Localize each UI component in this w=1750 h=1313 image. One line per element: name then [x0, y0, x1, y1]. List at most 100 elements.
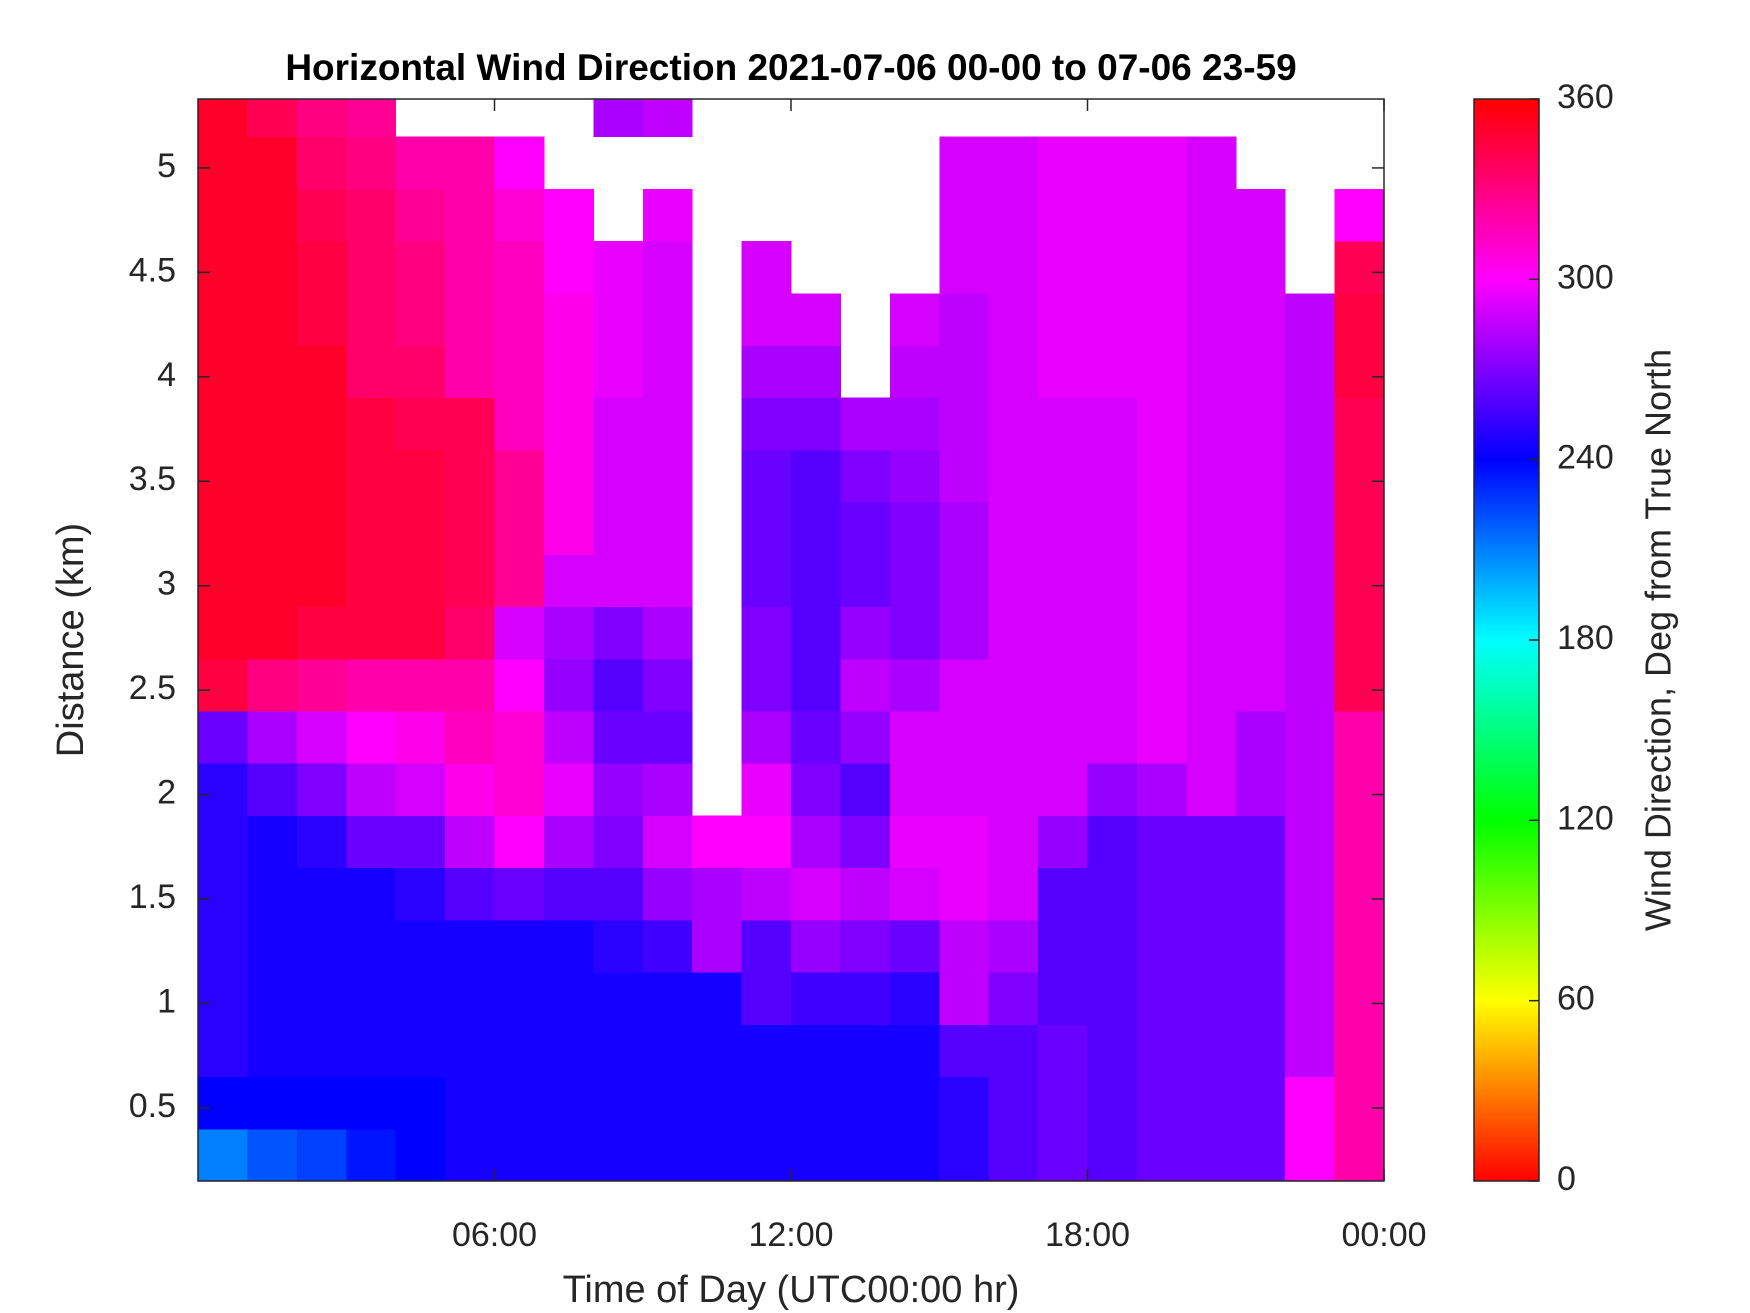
- heatmap-cell: [791, 763, 841, 816]
- heatmap-cell: [889, 658, 940, 712]
- x-tick-label: 06:00: [452, 1216, 537, 1254]
- heatmap-cell: [445, 658, 495, 712]
- heatmap-cell: [543, 293, 594, 346]
- heatmap-cell: [395, 345, 446, 399]
- heatmap-cell: [889, 502, 940, 555]
- heatmap-cell: [642, 554, 693, 608]
- heatmap-cell: [1235, 919, 1286, 973]
- heatmap-cell: [247, 241, 298, 294]
- heatmap-cell: [840, 867, 891, 921]
- heatmap-cell: [1186, 293, 1237, 346]
- heatmap-cell: [1334, 815, 1385, 869]
- heatmap-cell: [1285, 345, 1336, 399]
- heatmap-cell: [791, 867, 841, 921]
- heatmap-cell: [988, 919, 1039, 973]
- heatmap-cell: [1136, 606, 1187, 660]
- heatmap-cell: [593, 1024, 644, 1078]
- heatmap-cell: [445, 1076, 495, 1130]
- heatmap-cell: [494, 1024, 545, 1078]
- heatmap-cell: [692, 1076, 743, 1130]
- heatmap-cell: [1038, 397, 1088, 451]
- heatmap-cell: [1136, 241, 1187, 294]
- heatmap-cell: [494, 554, 545, 608]
- heatmap-cell: [247, 867, 298, 921]
- heatmap-cell: [889, 1024, 940, 1078]
- heatmap-cell: [1235, 293, 1286, 346]
- heatmap-cell: [1285, 919, 1336, 973]
- heatmap-cell: [296, 606, 347, 660]
- heatmap-cell: [395, 815, 446, 869]
- heatmap-cell: [988, 554, 1039, 608]
- heatmap-cell: [741, 554, 792, 608]
- heatmap-cell: [1235, 554, 1286, 608]
- heatmap-cell: [840, 502, 891, 555]
- heatmap-cell: [889, 293, 940, 346]
- heatmap-cell: [1136, 972, 1187, 1025]
- heatmap-cell: [247, 397, 298, 451]
- heatmap-cell: [1186, 241, 1237, 294]
- heatmap-cell: [988, 293, 1039, 346]
- heatmap-cell: [593, 606, 644, 660]
- heatmap-cell: [939, 1024, 990, 1078]
- heatmap-cell: [939, 449, 990, 503]
- heatmap-cell: [1038, 293, 1088, 346]
- heatmap-cell: [1285, 606, 1336, 660]
- y-tick-label: 3: [157, 565, 176, 603]
- heatmap-cell: [247, 136, 298, 190]
- heatmap-cell: [1186, 1076, 1237, 1130]
- heatmap-cell: [1334, 241, 1385, 294]
- heatmap-cell: [741, 606, 792, 660]
- heatmap-cell: [445, 919, 495, 973]
- heatmap-cell: [1038, 554, 1088, 608]
- heatmap-cell: [642, 972, 693, 1025]
- heatmap-cell: [543, 502, 594, 555]
- heatmap-cell: [346, 449, 397, 503]
- heatmap-cell: [1235, 188, 1286, 242]
- heatmap-cell: [840, 815, 891, 869]
- y-tick-label: 4: [157, 356, 176, 394]
- heatmap-cell: [1235, 1076, 1286, 1130]
- heatmap-cell: [247, 1076, 298, 1130]
- heatmap-cell: [840, 606, 891, 660]
- heatmap-cell: [889, 867, 940, 921]
- heatmap-cell: [593, 815, 644, 869]
- heatmap-cell: [1087, 606, 1138, 660]
- heatmap-cell: [1087, 397, 1138, 451]
- heatmap-cell: [741, 1128, 792, 1182]
- heatmap-cell: [1087, 449, 1138, 503]
- heatmap-cell: [346, 763, 397, 816]
- heatmap-cell: [642, 449, 693, 503]
- heatmap-cell: [1334, 449, 1385, 503]
- heatmap-cell: [395, 658, 446, 712]
- heatmap-cell: [346, 919, 397, 973]
- heatmap-cell: [889, 919, 940, 973]
- heatmap-cell: [988, 711, 1039, 764]
- heatmap-cell: [1285, 1024, 1336, 1078]
- heatmap-cell: [840, 658, 891, 712]
- heatmap-cell: [296, 1128, 347, 1182]
- heatmap-cell: [296, 397, 347, 451]
- heatmap-cell: [642, 763, 693, 816]
- heatmap-cell: [1285, 1128, 1336, 1182]
- heatmap-cell: [1186, 763, 1237, 816]
- heatmap-cell: [840, 1076, 891, 1130]
- colorbar-tick-label: 360: [1557, 78, 1614, 116]
- heatmap-cell: [1334, 606, 1385, 660]
- heatmap-cell: [593, 345, 644, 399]
- heatmap-cell: [1087, 1024, 1138, 1078]
- heatmap-cell: [1334, 554, 1385, 608]
- heatmap-cell: [296, 99, 347, 138]
- heatmap-cell: [1087, 763, 1138, 816]
- heatmap-cell: [1136, 188, 1187, 242]
- heatmap-cell: [1136, 763, 1187, 816]
- heatmap-cell: [296, 1024, 347, 1078]
- heatmap-cell: [889, 1076, 940, 1130]
- heatmap-cell: [988, 1128, 1039, 1182]
- heatmap-cell: [296, 188, 347, 242]
- heatmap-cell: [346, 554, 397, 608]
- heatmap-cell: [247, 711, 298, 764]
- heatmap-cell: [445, 502, 495, 555]
- heatmap-cell: [445, 188, 495, 242]
- heatmap-cell: [593, 554, 644, 608]
